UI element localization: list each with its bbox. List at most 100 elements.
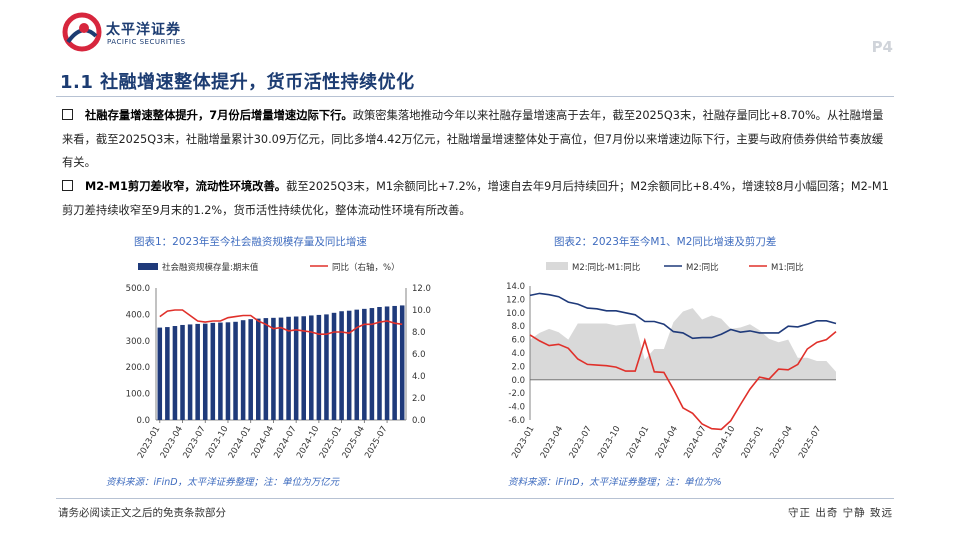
paragraph-2-lead: M2-M1剪刀差收窄，流动性环境改善。: [85, 180, 287, 193]
bar: [195, 323, 200, 420]
bar: [210, 322, 216, 420]
y-tick-label: 8.0: [511, 322, 525, 332]
bar: [187, 324, 193, 420]
x-tick-label: 2023-04: [539, 425, 565, 461]
legend-label-stock: 社会融资规模存量:期末值: [162, 262, 259, 273]
y2-tick-label: 2.0: [412, 394, 426, 404]
y-tick-label: -6.0: [508, 416, 525, 426]
series-area-spread: [530, 308, 836, 380]
bar: [278, 317, 284, 420]
bar: [248, 319, 253, 420]
footer-disclaimer: 请务必阅读正文之后的免责条款部分: [58, 507, 226, 519]
y-tick-label: 100.0: [126, 390, 150, 400]
y-tick-label: 10.0: [506, 309, 525, 319]
legend-label-m1: M1:同比: [771, 262, 804, 273]
bar: [331, 312, 337, 420]
figure-1-source: 资料来源：iFinD，太平洋证券整理；注：单位为万亿元: [106, 477, 340, 488]
y2-tick-label: 10.0: [412, 306, 431, 316]
bar: [263, 318, 269, 420]
bar: [165, 327, 170, 420]
bar: [240, 320, 246, 420]
x-tick-label: 2023-01: [510, 425, 536, 461]
y2-tick-label: 12.0: [412, 284, 431, 294]
figure-2-source: 资料来源：iFinD，太平洋证券整理；注：单位为%: [508, 477, 722, 488]
y-tick-label: 0.0: [136, 416, 150, 426]
y-tick-label: -2.0: [508, 389, 525, 399]
y-tick-label: -4.0: [508, 403, 525, 413]
bar: [301, 316, 306, 420]
y-tick-label: 400.0: [126, 310, 150, 320]
chart-2: M2:同比-M1:同比 M2:同比 M1:同比 14.0 12.0 10.0 8.0 6.0 4…: [506, 262, 837, 461]
paragraph-1-lead: 社融存量增速整体提升，7月份后增量增速边际下行。: [85, 109, 353, 122]
title-divider: [56, 96, 894, 97]
x-tick-label: 2025-01: [740, 425, 766, 461]
bar: [218, 322, 223, 420]
legend-label-spread: M2:同比-M1:同比: [572, 262, 640, 273]
bar: [309, 315, 314, 420]
brand-name: 太平洋证券: [106, 22, 181, 38]
y-tick-label: 500.0: [126, 284, 150, 294]
bar: [293, 316, 299, 420]
figure-2-title: 图表2：2023年至今M1、M2同比增速及剪刀差: [554, 236, 777, 248]
x-tick-label: 2024-01: [625, 425, 651, 461]
bar: [377, 307, 382, 420]
bar: [392, 305, 397, 420]
x-tick-label: 2025-07: [797, 425, 823, 461]
legend-swatch-spread: [546, 262, 568, 270]
bar: [324, 314, 329, 420]
bar: [354, 309, 360, 420]
brand-logo-icon: [62, 12, 102, 52]
footer-divider: [56, 498, 894, 499]
bar: [286, 316, 291, 420]
bar: [202, 323, 208, 420]
y2-tick-label: 8.0: [412, 328, 426, 338]
y-tick-label: 0.0: [511, 376, 525, 386]
y2-tick-label: 6.0: [412, 350, 426, 360]
y-tick-label: 300.0: [126, 337, 150, 347]
x-tick-label: 2025-04: [768, 425, 794, 461]
x-tick-label: 2023-10: [596, 425, 622, 461]
paragraph-2-body: 截至2025Q3末，M1余额同比+7.2%，增速自去年9月后持续回升；M2余额同…: [62, 180, 889, 217]
bar: [271, 317, 276, 420]
checkbox-bullet-icon: [62, 180, 73, 191]
y2-tick-label: 4.0: [412, 372, 426, 382]
series-line-m2: [529, 292, 837, 340]
x-tick-label: 2025-07: [363, 425, 389, 461]
legend-label-yoy: 同比（右轴，%）: [332, 262, 400, 273]
section-title: 1.1 社融增速整体提升，货币活性持续优化: [60, 72, 415, 93]
y-tick-label: 4.0: [511, 349, 525, 359]
x-tick-label: 2024-07: [682, 425, 708, 461]
checkbox-bullet-icon: [62, 109, 73, 120]
bar: [225, 322, 231, 420]
bar: [180, 324, 185, 420]
paragraph-1-body: 政策密集落地推动今年以来社融存量增速高于去年，截至2025Q3末，社融存量同比+…: [62, 109, 884, 169]
y-tick-label: 12.0: [506, 295, 525, 305]
y-tick-label: 6.0: [511, 336, 525, 346]
bar: [157, 327, 163, 420]
bar: [339, 311, 344, 420]
y2-tick-label: 0.0: [412, 416, 426, 426]
bar: [256, 318, 261, 420]
brand-name-en: PACIFIC SECURITIES: [107, 38, 186, 46]
bar: [233, 321, 238, 420]
x-tick-label: 2024-10: [711, 425, 737, 461]
series-line-m1: [529, 330, 837, 431]
bar: [346, 310, 352, 420]
legend-label-m2: M2:同比: [686, 262, 719, 273]
y-tick-label: 14.0: [506, 282, 525, 292]
paragraph-2: M2-M1剪刀差收窄，流动性环境改善。截至2025Q3末，M1余额同比+7.2%…: [62, 175, 890, 222]
paragraph-1: 社融存量增速整体提升，7月份后增量增速边际下行。政策密集落地推动今年以来社融存量…: [62, 104, 890, 175]
figure-1-title: 图表1：2023年至今社会融资规模存量及同比增速: [134, 236, 367, 248]
bar: [172, 326, 178, 420]
chart-1: 社会融资规模存量:期末值 同比（右轴，%） 500.0 400.0 300.0 200.0…: [126, 262, 431, 461]
y-tick-label: 2.0: [511, 362, 525, 372]
bar: [384, 306, 390, 420]
series-line-yoy: [159, 309, 403, 335]
page-number: P4: [871, 38, 893, 56]
x-tick-label: 2023-07: [568, 425, 594, 461]
legend-swatch-stock: [138, 263, 158, 270]
x-tick-label: 2024-04: [654, 425, 680, 461]
y-tick-label: 200.0: [126, 363, 150, 373]
bar: [316, 314, 322, 420]
bar: [399, 305, 405, 420]
